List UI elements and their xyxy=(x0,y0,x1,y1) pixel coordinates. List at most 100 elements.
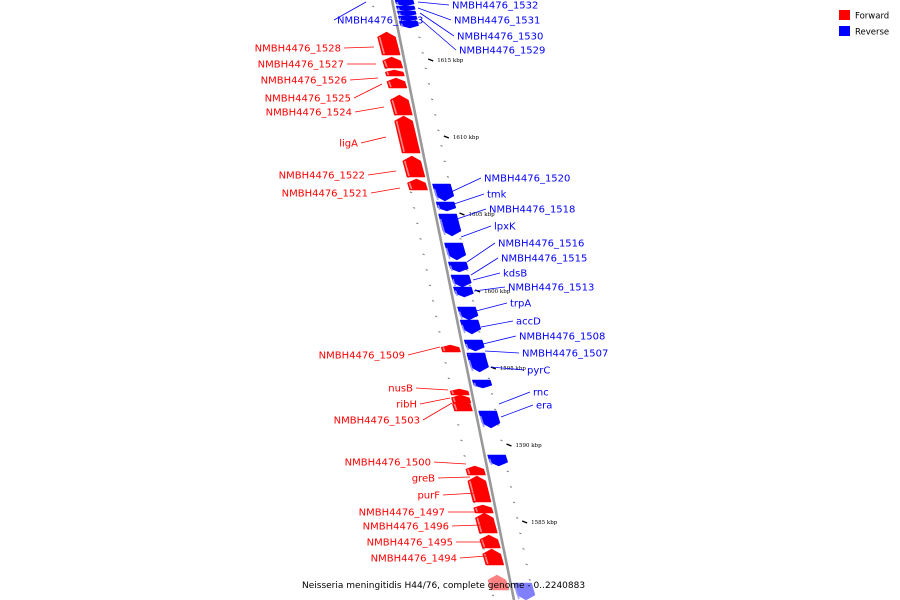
gene-label: NMBH4476_1518 xyxy=(456,205,575,220)
label-leader xyxy=(456,208,487,220)
gene-feature xyxy=(395,5,416,12)
gene-label: ligA xyxy=(339,136,387,150)
gene-feature xyxy=(467,475,492,503)
gene-feature xyxy=(487,574,510,591)
gene-label: NMBH4476_1508 xyxy=(482,332,605,345)
major-tick xyxy=(506,443,512,447)
gene-name: tmk xyxy=(487,190,507,201)
gene-name: NMBH4476_1503 xyxy=(334,416,420,427)
minor-tick xyxy=(506,470,509,473)
label-leader xyxy=(360,136,387,144)
gene-label: NMBH4476_1497 xyxy=(359,508,478,519)
gene-feature xyxy=(438,213,462,237)
gene-label: trpA xyxy=(475,299,531,312)
gene-name: NMBH4476_1526 xyxy=(261,76,347,87)
minor-tick xyxy=(434,114,437,116)
gene-feature xyxy=(398,20,420,29)
gene-label: rnc xyxy=(498,388,549,405)
gene-label: NMBH4476_1495 xyxy=(367,538,483,549)
minor-tick xyxy=(375,21,378,23)
gene-feature xyxy=(452,399,473,412)
minor-tick xyxy=(418,36,421,39)
gene-feature xyxy=(479,534,501,549)
minor-tick xyxy=(425,269,428,271)
gene-feature xyxy=(471,379,493,389)
gene-feature xyxy=(407,178,428,191)
gene-name: greB xyxy=(412,474,435,485)
gene-name: ligA xyxy=(339,139,358,150)
gene-name: NMBH4476_1513 xyxy=(508,283,594,294)
label-leader xyxy=(480,320,514,328)
label-leader xyxy=(500,404,534,418)
gene-name: NMBH4476_1507 xyxy=(522,349,608,360)
label-leader xyxy=(437,476,471,479)
minor-tick xyxy=(482,548,485,550)
gene-name: NMBH4476_1529 xyxy=(459,46,545,57)
gene-feature xyxy=(432,183,455,202)
gene-label: NMBH4476_1509 xyxy=(319,346,441,362)
gene-feature xyxy=(487,454,509,467)
gene-feature xyxy=(475,512,498,534)
gene-name: NMBH4476_1508 xyxy=(519,332,605,343)
gene-label: ribH xyxy=(396,397,451,411)
label-leader xyxy=(473,286,506,292)
gene-feature xyxy=(459,319,482,335)
gene-feature xyxy=(394,0,415,7)
minor-tick xyxy=(465,269,468,271)
label-leader xyxy=(415,387,449,391)
gene-name: NMBH4476_1530 xyxy=(457,32,543,43)
gene-label: NMBH4476_1520 xyxy=(450,174,570,193)
gene-feature xyxy=(450,274,472,288)
gene-name: NMBH4476_1533 xyxy=(337,16,423,27)
legend-reverse-label: Reverse xyxy=(855,28,889,38)
gene-feature xyxy=(402,155,426,178)
gene-feature xyxy=(394,115,421,154)
minor-tick xyxy=(512,501,516,504)
minor-tick xyxy=(516,517,519,519)
gene-name: NMBH4476_1525 xyxy=(265,94,351,105)
label-leader xyxy=(433,461,467,465)
gene-labels: NMBH4476_1533 NMBH4476_1532 NMBH4476_1531 N… xyxy=(255,1,609,565)
gene-label: NMBH4476_1532 xyxy=(417,1,538,12)
minor-tick xyxy=(440,145,443,147)
minor-tick xyxy=(437,129,440,132)
minor-tick xyxy=(528,579,532,581)
gene-name: nusB xyxy=(388,384,413,395)
gene-name: NMBH4476_1531 xyxy=(454,16,540,27)
label-leader xyxy=(407,346,441,356)
label-leader xyxy=(459,555,487,559)
gene-name: NMBH4476_1500 xyxy=(345,458,431,469)
gene-label: nusB xyxy=(388,384,449,395)
gene-feature xyxy=(463,339,485,352)
label-leader xyxy=(451,524,481,527)
gene-name: rnc xyxy=(533,388,549,399)
minor-tick xyxy=(422,253,425,256)
gene-feature xyxy=(382,56,404,69)
minor-tick xyxy=(428,284,432,287)
gene-feature xyxy=(435,201,457,212)
label-leader xyxy=(484,350,520,354)
tick-label: 1615 kbp xyxy=(437,58,464,64)
gene-name: NMBH4476_1522 xyxy=(279,171,365,182)
minor-tick xyxy=(372,5,375,8)
minor-tick xyxy=(443,160,446,163)
minor-tick xyxy=(478,331,481,333)
label-leader xyxy=(343,46,375,49)
label-leader xyxy=(498,391,531,405)
gene-feature xyxy=(390,94,413,116)
label-leader xyxy=(333,1,367,21)
gene-label: NMBH4476_1527 xyxy=(258,60,376,71)
major-tick xyxy=(443,135,450,139)
gene-label: NMBH4476_1494 xyxy=(371,554,487,565)
gene-name: lpxK xyxy=(494,222,516,233)
label-leader xyxy=(422,402,453,421)
gene-label: NMBH4476_1524 xyxy=(266,106,385,119)
gene-name: NMBH4476_1524 xyxy=(266,108,352,119)
minor-tick xyxy=(424,67,428,70)
minor-tick xyxy=(431,300,435,302)
minor-tick xyxy=(468,284,472,287)
legend: Forward Reverse xyxy=(839,10,889,38)
gene-feature xyxy=(444,242,467,261)
label-leader xyxy=(417,1,450,6)
gene-feature xyxy=(465,465,486,476)
